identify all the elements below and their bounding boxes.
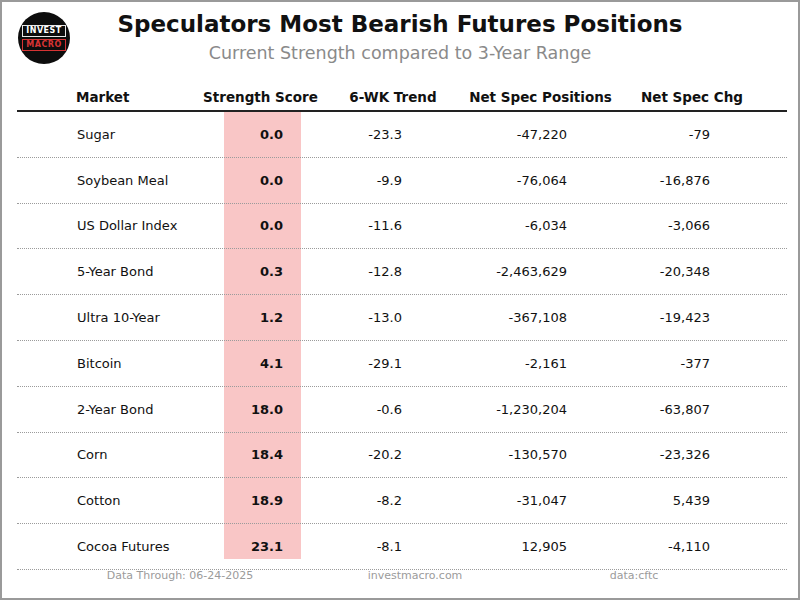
cell-6wk-trend: -29.1 bbox=[319, 356, 467, 371]
cell-net-spec-positions: -1,230,204 bbox=[467, 402, 614, 417]
cell-net-spec-chg: -4,110 bbox=[614, 539, 770, 554]
cell-net-spec-chg: -377 bbox=[614, 356, 770, 371]
cell-market: 2-Year Bond bbox=[17, 402, 202, 417]
cell-strength-score: 23.1 bbox=[202, 539, 319, 554]
cell-net-spec-chg: -63,807 bbox=[614, 402, 770, 417]
cell-net-spec-positions: -130,570 bbox=[467, 447, 614, 462]
table-header-row: Market Strength Score 6-WK Trend Net Spe… bbox=[17, 84, 787, 112]
table-row: Sugar 0.0 -23.3 -47,220 -79 bbox=[17, 112, 787, 158]
cell-net-spec-chg: -23,326 bbox=[614, 447, 770, 462]
cell-net-spec-positions: 12,905 bbox=[467, 539, 614, 554]
cell-net-spec-positions: -47,220 bbox=[467, 127, 614, 142]
cell-strength-score: 0.0 bbox=[202, 127, 319, 142]
cell-6wk-trend: -13.0 bbox=[319, 310, 467, 325]
infographic-canvas: INVEST MACRO Speculators Most Bearish Fu… bbox=[0, 0, 800, 600]
table-row: Soybean Meal 0.0 -9.9 -76,064 -16,876 bbox=[17, 158, 787, 204]
column-header-market: Market bbox=[17, 89, 202, 105]
cell-net-spec-chg: -20,348 bbox=[614, 264, 770, 279]
footer-website: investmacro.com bbox=[368, 569, 463, 582]
cell-market: Soybean Meal bbox=[17, 173, 202, 188]
table-row: Bitcoin 4.1 -29.1 -2,161 -377 bbox=[17, 341, 787, 387]
page-title: Speculators Most Bearish Futures Positio… bbox=[2, 11, 798, 37]
column-header-net-spec-positions: Net Spec Positions bbox=[467, 89, 614, 105]
table-row: 5-Year Bond 0.3 -12.8 -2,463,629 -20,348 bbox=[17, 249, 787, 295]
cell-net-spec-chg: 5,439 bbox=[614, 493, 770, 508]
column-header-net-spec-chg: Net Spec Chg bbox=[614, 89, 770, 105]
cell-market: Sugar bbox=[17, 127, 202, 142]
cell-net-spec-chg: -79 bbox=[614, 127, 770, 142]
cell-net-spec-positions: -6,034 bbox=[467, 218, 614, 233]
positions-table: Market Strength Score 6-WK Trend Net Spe… bbox=[17, 84, 787, 570]
cell-strength-score: 0.3 bbox=[202, 264, 319, 279]
cell-6wk-trend: -11.6 bbox=[319, 218, 467, 233]
cell-market: Bitcoin bbox=[17, 356, 202, 371]
cell-strength-score: 18.0 bbox=[202, 402, 319, 417]
table-row: 2-Year Bond 18.0 -0.6 -1,230,204 -63,807 bbox=[17, 387, 787, 433]
table-row: US Dollar Index 0.0 -11.6 -6,034 -3,066 bbox=[17, 204, 787, 250]
table-row: Corn 18.4 -20.2 -130,570 -23,326 bbox=[17, 433, 787, 479]
cell-6wk-trend: -8.2 bbox=[319, 493, 467, 508]
table-row: Cocoa Futures 23.1 -8.1 12,905 -4,110 bbox=[17, 524, 787, 570]
table-body: Sugar 0.0 -23.3 -47,220 -79 Soybean Meal… bbox=[17, 112, 787, 570]
cell-6wk-trend: -8.1 bbox=[319, 539, 467, 554]
cell-market: Cocoa Futures bbox=[17, 539, 202, 554]
cell-net-spec-positions: -76,064 bbox=[467, 173, 614, 188]
cell-strength-score: 1.2 bbox=[202, 310, 319, 325]
cell-strength-score: 0.0 bbox=[202, 218, 319, 233]
cell-6wk-trend: -23.3 bbox=[319, 127, 467, 142]
cell-strength-score: 18.4 bbox=[202, 447, 319, 462]
cell-net-spec-chg: -3,066 bbox=[614, 218, 770, 233]
cell-market: Corn bbox=[17, 447, 202, 462]
table-row: Ultra 10-Year 1.2 -13.0 -367,108 -19,423 bbox=[17, 295, 787, 341]
cell-6wk-trend: -20.2 bbox=[319, 447, 467, 462]
cell-strength-score: 18.9 bbox=[202, 493, 319, 508]
cell-net-spec-positions: -2,463,629 bbox=[467, 264, 614, 279]
cell-net-spec-positions: -367,108 bbox=[467, 310, 614, 325]
cell-net-spec-positions: -2,161 bbox=[467, 356, 614, 371]
footer-data-through: Data Through: 06-24-2025 bbox=[107, 569, 254, 582]
cell-net-spec-chg: -16,876 bbox=[614, 173, 770, 188]
cell-strength-score: 0.0 bbox=[202, 173, 319, 188]
table-row: Cotton 18.9 -8.2 -31,047 5,439 bbox=[17, 478, 787, 524]
cell-6wk-trend: -9.9 bbox=[319, 173, 467, 188]
column-header-6wk-trend: 6-WK Trend bbox=[319, 89, 467, 105]
cell-market: Ultra 10-Year bbox=[17, 310, 202, 325]
cell-6wk-trend: -12.8 bbox=[319, 264, 467, 279]
cell-market: US Dollar Index bbox=[17, 218, 202, 233]
page-subtitle: Current Strength compared to 3-Year Rang… bbox=[2, 43, 798, 63]
column-header-strength-score: Strength Score bbox=[202, 89, 319, 105]
cell-net-spec-positions: -31,047 bbox=[467, 493, 614, 508]
footer-data-source: data:cftc bbox=[610, 569, 659, 582]
cell-net-spec-chg: -19,423 bbox=[614, 310, 770, 325]
cell-strength-score: 4.1 bbox=[202, 356, 319, 371]
cell-6wk-trend: -0.6 bbox=[319, 402, 467, 417]
cell-market: Cotton bbox=[17, 493, 202, 508]
cell-market: 5-Year Bond bbox=[17, 264, 202, 279]
